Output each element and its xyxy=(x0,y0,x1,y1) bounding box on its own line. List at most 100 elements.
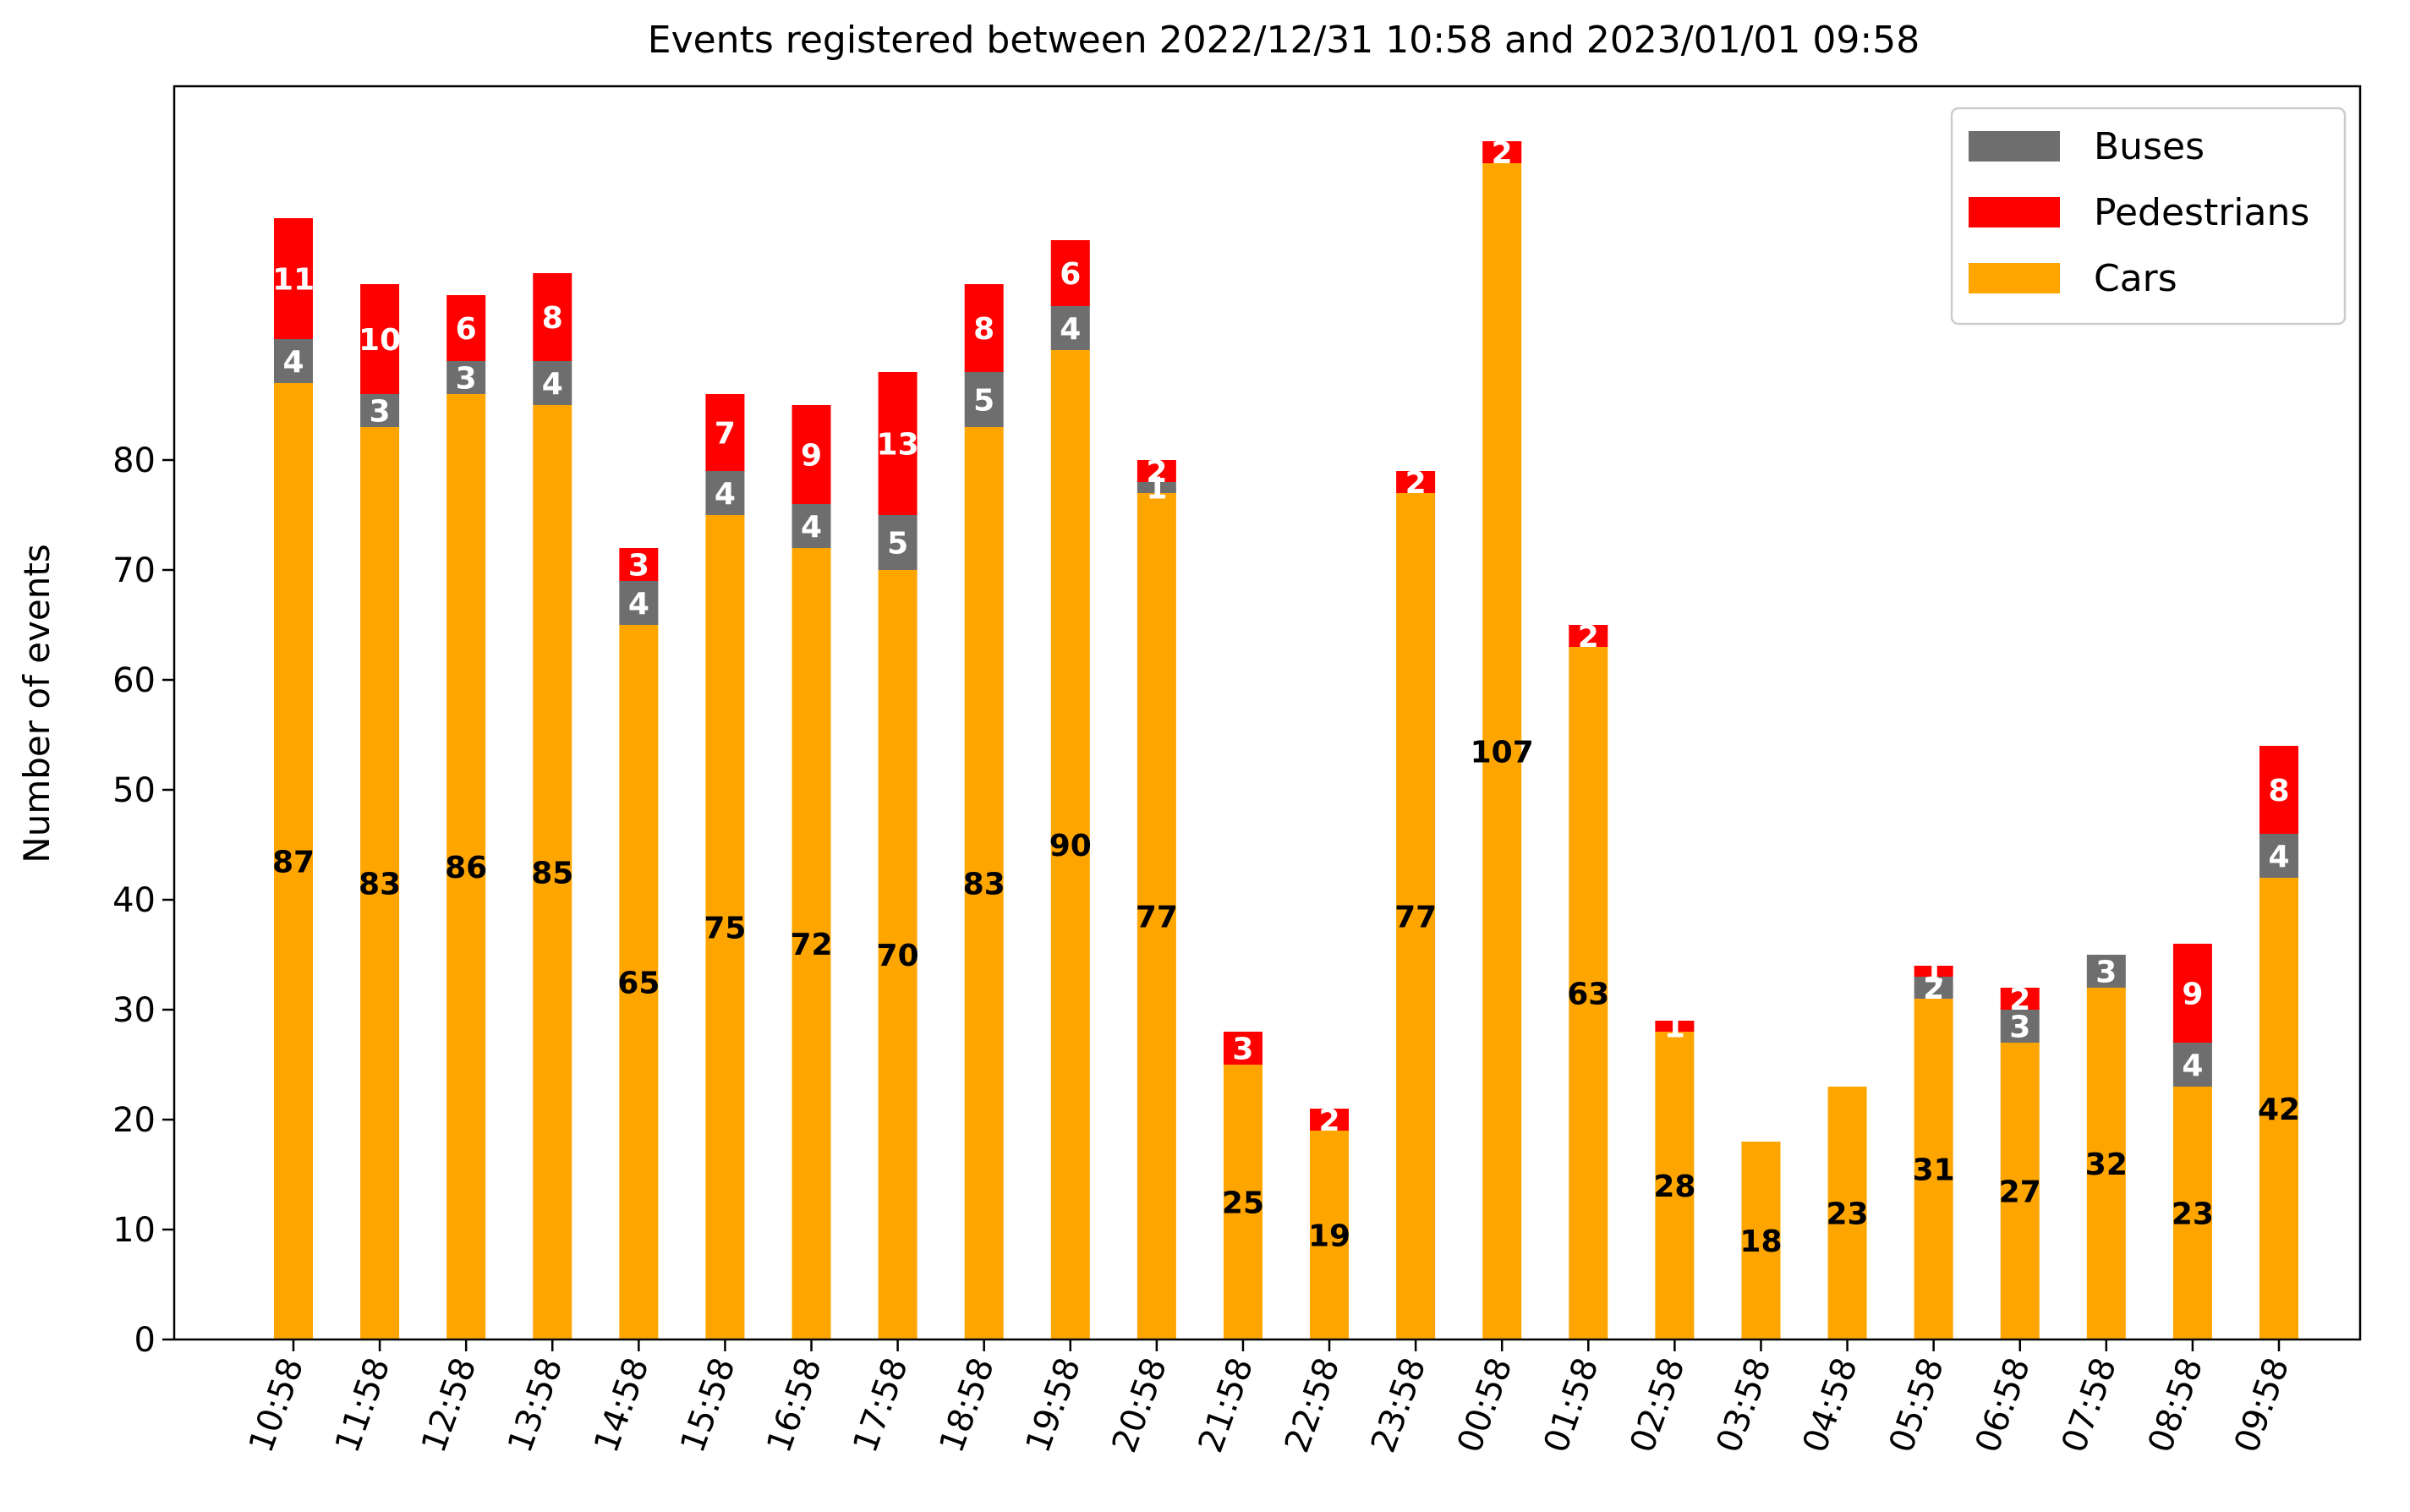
bar-label-buses-21: 3 xyxy=(2095,956,2117,990)
bar-pedestrians-15 xyxy=(1569,625,1608,647)
bar-pedestrians-14 xyxy=(1482,141,1522,163)
bar-label-cars-12: 19 xyxy=(1308,1219,1350,1254)
bar-label-cars-17: 18 xyxy=(1739,1224,1782,1259)
bar-buses-7 xyxy=(878,515,917,570)
bar-label-pedestrians-8: 8 xyxy=(973,312,994,347)
bar-label-cars-19: 31 xyxy=(1913,1153,1955,1188)
bar-label-buses-19: 2 xyxy=(1923,972,1944,1006)
bar-buses-3 xyxy=(533,361,572,405)
bar-pedestrians-22 xyxy=(2172,944,2212,1043)
x-tick-label: 21:58 xyxy=(1191,1353,1262,1458)
bar-label-pedestrians-4: 3 xyxy=(628,549,649,583)
bar-label-pedestrians-23: 8 xyxy=(2268,774,2289,808)
bar-label-buses-4: 4 xyxy=(628,587,649,622)
bar-label-cars-4: 65 xyxy=(617,967,660,1001)
bar-buses-1 xyxy=(360,394,400,427)
bar-pedestrians-16 xyxy=(1655,1021,1695,1032)
bar-cars-21 xyxy=(2086,988,2126,1339)
bar-buses-5 xyxy=(705,471,745,515)
bar-label-pedestrians-2: 6 xyxy=(456,312,477,347)
bar-label-buses-22: 4 xyxy=(2182,1049,2203,1083)
bar-label-cars-20: 27 xyxy=(1999,1175,2041,1210)
y-tick-label: 30 xyxy=(112,991,156,1030)
bar-buses-19 xyxy=(1914,977,1953,999)
bar-label-pedestrians-0: 11 xyxy=(272,263,315,298)
bar-label-buses-0: 4 xyxy=(282,345,304,380)
bar-label-buses-7: 5 xyxy=(887,527,908,562)
bar-pedestrians-5 xyxy=(705,394,745,471)
bar-pedestrians-4 xyxy=(619,548,659,581)
bar-buses-9 xyxy=(1050,306,1090,350)
bar-buses-4 xyxy=(619,581,659,625)
x-tick-label: 18:58 xyxy=(932,1353,1002,1458)
bar-pedestrians-10 xyxy=(1137,460,1176,482)
x-tick-label: 17:58 xyxy=(846,1353,916,1458)
bar-label-cars-9: 90 xyxy=(1049,829,1092,863)
bar-label-pedestrians-20: 2 xyxy=(2009,983,2030,1017)
bar-label-buses-10: 1 xyxy=(1146,472,1167,507)
x-tick-label: 22:58 xyxy=(1278,1353,1348,1458)
bar-label-pedestrians-12: 2 xyxy=(1319,1104,1340,1138)
bar-cars-12 xyxy=(1310,1131,1350,1339)
y-axis-ticks: 0 10 20 30 40 50 60 70 80 xyxy=(112,441,174,1360)
bar-cars-5 xyxy=(705,515,745,1339)
bar-cars-17 xyxy=(1741,1142,1781,1339)
x-tick-label: 02:58 xyxy=(1623,1353,1693,1458)
legend-label-cars: Cars xyxy=(2094,257,2177,300)
bar-cars-4 xyxy=(619,625,659,1339)
bar-pedestrians-23 xyxy=(2259,746,2298,834)
x-tick-label: 13:58 xyxy=(501,1353,571,1458)
legend-swatch-buses xyxy=(1969,131,2060,162)
bar-buses-23 xyxy=(2259,834,2298,878)
bar-label-cars-23: 42 xyxy=(2258,1093,2300,1127)
y-axis-label: Number of events xyxy=(16,544,58,863)
bar-cars-3 xyxy=(533,405,572,1339)
bar-label-buses-1: 3 xyxy=(370,395,391,430)
y-tick-label: 40 xyxy=(112,881,156,920)
x-tick-label: 05:58 xyxy=(1881,1353,1952,1458)
y-tick-label: 60 xyxy=(112,661,156,700)
chart-title: Events registered between 2022/12/31 10:… xyxy=(648,19,1920,62)
bar-cars-19 xyxy=(1914,999,1953,1339)
bar-label-cars-21: 32 xyxy=(2085,1148,2128,1182)
x-tick-label: 00:58 xyxy=(1450,1353,1520,1458)
bar-cars-23 xyxy=(2259,878,2298,1339)
bar-buses-0 xyxy=(274,339,313,383)
x-tick-label: 16:58 xyxy=(759,1353,830,1458)
bar-cars-2 xyxy=(446,394,486,1339)
bar-pedestrians-3 xyxy=(533,273,572,361)
bar-pedestrians-8 xyxy=(964,284,1004,372)
x-tick-label: 11:58 xyxy=(328,1353,398,1458)
x-tick-label: 07:58 xyxy=(2055,1353,2125,1458)
bar-label-buses-23: 4 xyxy=(2268,840,2289,874)
bar-pedestrians-20 xyxy=(2000,988,2040,1010)
bar-buses-8 xyxy=(964,372,1004,427)
legend: Buses Pedestrians Cars xyxy=(1950,107,2347,326)
bar-cars-7 xyxy=(878,570,917,1339)
bar-cars-8 xyxy=(964,427,1004,1339)
bar-cars-14 xyxy=(1482,163,1522,1339)
x-tick-label: 06:58 xyxy=(1968,1353,2038,1458)
bar-pedestrians-9 xyxy=(1050,240,1090,306)
bar-cars-18 xyxy=(1827,1087,1867,1339)
x-tick-label: 14:58 xyxy=(587,1353,657,1458)
bar-label-cars-13: 77 xyxy=(1394,901,1437,935)
bar-cars-1 xyxy=(360,427,400,1339)
bar-pedestrians-7 xyxy=(878,372,917,515)
bar-label-pedestrians-11: 3 xyxy=(1232,1033,1253,1067)
bar-buses-10 xyxy=(1137,482,1176,493)
bar-cars-15 xyxy=(1569,647,1608,1339)
bar-pedestrians-12 xyxy=(1310,1109,1350,1131)
bar-cars-0 xyxy=(274,383,313,1339)
bar-label-buses-8: 5 xyxy=(973,384,994,419)
x-tick-label: 09:58 xyxy=(2227,1353,2298,1458)
bar-labels-layer: 8741183310863685486543754772497051383589… xyxy=(272,136,2300,1259)
bar-label-pedestrians-22: 9 xyxy=(2182,978,2203,1012)
bar-cars-20 xyxy=(2000,1043,2040,1339)
bar-label-cars-6: 72 xyxy=(790,928,832,962)
y-tick-label: 80 xyxy=(112,441,156,480)
bar-cars-10 xyxy=(1137,493,1176,1339)
bar-label-cars-8: 83 xyxy=(963,868,1005,902)
y-tick-label: 10 xyxy=(112,1211,156,1250)
bar-label-buses-5: 4 xyxy=(715,477,736,512)
